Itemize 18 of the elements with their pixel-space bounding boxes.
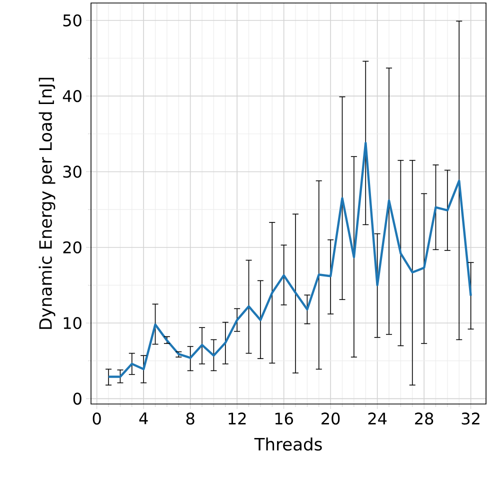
y-tick-label: 50 (63, 14, 82, 26)
y-tick-label: 30 (63, 166, 82, 178)
x-tick-label: 16 (275, 412, 293, 425)
y-tick-label: 0 (73, 392, 82, 405)
x-tick-label: 20 (322, 412, 340, 425)
y-axis-title: Dynamic Energy per Load [nJ] (38, 78, 56, 329)
x-tick-label: 12 (228, 412, 246, 424)
x-tick-label: 4 (139, 412, 148, 424)
x-axis-title: Threads (254, 437, 322, 451)
y-tick-label: 10 (64, 316, 82, 330)
x-tick-label: 24 (368, 412, 387, 424)
x-tick-label: 8 (186, 412, 194, 425)
x-tick-label: 32 (462, 412, 480, 425)
line-series (107, 142, 472, 378)
y-tick-label: 20 (63, 241, 82, 254)
y-tick-label: 40 (62, 90, 82, 102)
x-tick-label: 0 (92, 412, 101, 425)
x-tick-label: 28 (415, 412, 434, 425)
